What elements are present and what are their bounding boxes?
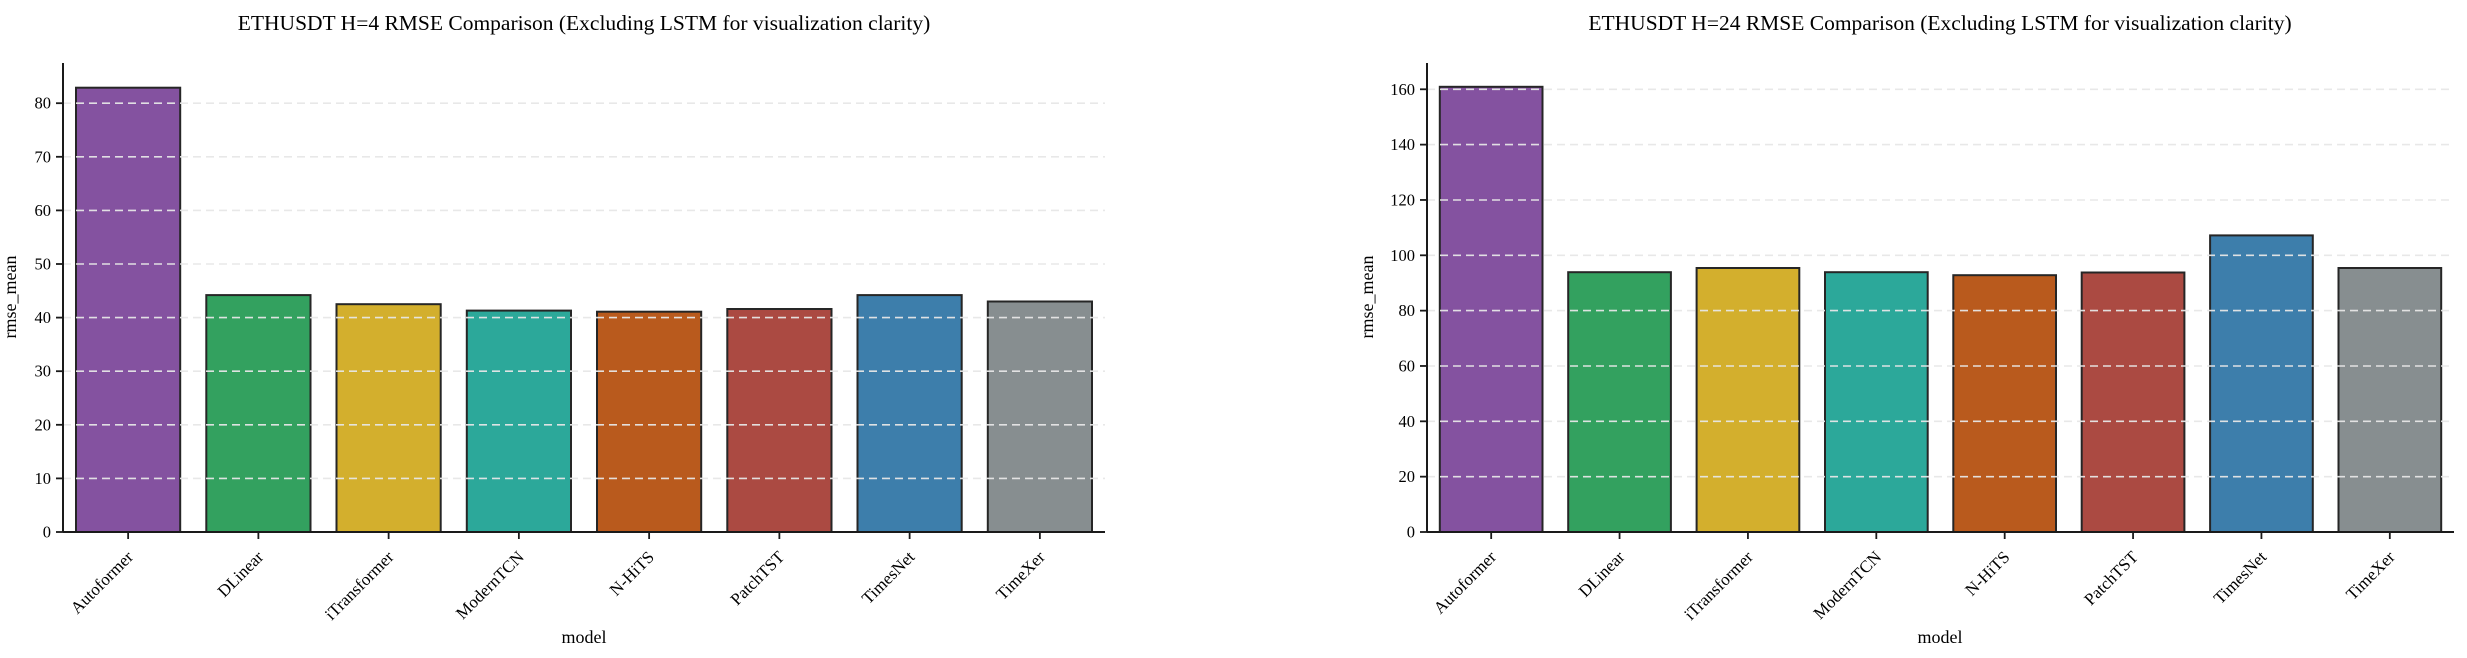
x-tick-label: N-HiTS xyxy=(1961,547,2013,599)
x-tick-label: ModernTCN xyxy=(452,547,528,623)
h24-y-axis-label: rmse_mean xyxy=(1357,256,1377,339)
y-tick-label: 10 xyxy=(35,469,52,488)
y-tick-label: 70 xyxy=(35,147,52,166)
bar-autoformer xyxy=(75,86,182,533)
x-tick-label: PatchTST xyxy=(2080,547,2142,609)
x-tick-label: TimesNet xyxy=(2210,547,2271,608)
x-tick-label: iTransformer xyxy=(321,547,398,624)
bar-autoformer xyxy=(1438,85,1544,534)
x-tick-label: Autoformer xyxy=(1430,547,1500,617)
bar-timesnet xyxy=(856,294,963,533)
x-tick-label: iTransformer xyxy=(1680,547,1757,624)
y-tick-label: 30 xyxy=(35,362,52,381)
y-tick-label: 40 xyxy=(1399,412,1416,431)
y-tick-label: 50 xyxy=(35,255,52,274)
h24-x-axis-label: model xyxy=(1918,627,1963,647)
y-tick-label: 140 xyxy=(1390,135,1415,154)
bar-patchtst xyxy=(2080,271,2186,533)
bar-n-hits xyxy=(1952,274,2057,533)
x-tick-label: TimeXer xyxy=(992,547,1049,604)
y-tick-label: 120 xyxy=(1390,190,1415,209)
x-tick-label: N-HiTS xyxy=(606,547,658,599)
bar-moderntcn xyxy=(1824,271,1929,533)
bar-n-hits xyxy=(596,310,703,534)
bar-itransformer xyxy=(335,303,442,534)
x-tick-label: PatchTST xyxy=(727,547,789,609)
y-tick-label: 100 xyxy=(1390,246,1415,265)
h4-chart-title: ETHUSDT H=4 RMSE Comparison (Excluding L… xyxy=(238,11,930,35)
bar-timesnet xyxy=(2209,234,2314,533)
x-tick-label: Autoformer xyxy=(67,547,137,617)
y-tick-label: 0 xyxy=(43,523,51,542)
h24-rmse-chart: 0 20 40 60 80 100 120 140 160 Autoformer DLinear iT… xyxy=(1357,11,2454,647)
y-tick-label: 60 xyxy=(1399,356,1416,375)
y-tick-label: 0 xyxy=(1407,523,1415,542)
y-tick-label: 80 xyxy=(1399,301,1416,320)
x-tick-label: TimesNet xyxy=(858,547,919,608)
bar-itransformer xyxy=(1695,267,1801,533)
bar-patchtst xyxy=(726,308,833,533)
bar-dlinear xyxy=(1567,271,1672,533)
bar-moderntcn xyxy=(465,309,572,533)
y-tick-label: 20 xyxy=(1399,467,1416,486)
h4-y-axis-label: rmse_mean xyxy=(0,256,20,339)
y-tick-label: 80 xyxy=(35,94,52,113)
bar-dlinear xyxy=(205,294,312,533)
h24-plot-area: 0 20 40 60 80 100 120 140 160 Autoformer DLinear iT… xyxy=(1390,63,2454,624)
y-tick-label: 20 xyxy=(35,415,52,434)
h24-chart-title: ETHUSDT H=24 RMSE Comparison (Excluding … xyxy=(1588,11,2291,35)
x-tick-label: ModernTCN xyxy=(1810,547,1886,623)
y-tick-label: 60 xyxy=(35,201,52,220)
bar-timexer xyxy=(2337,267,2443,533)
y-tick-label: 160 xyxy=(1390,80,1415,99)
h4-plot-area: 0 10 20 30 40 50 60 70 80 Autoformer DLinear iTrans… xyxy=(35,63,1105,624)
x-tick-label: TimeXer xyxy=(2342,547,2399,604)
h4-rmse-chart: 0 10 20 30 40 50 60 70 80 Autoformer DLinear iTrans… xyxy=(0,11,1105,647)
h4-x-axis-label: model xyxy=(562,627,607,647)
bar-timexer xyxy=(986,300,1093,533)
y-tick-label: 40 xyxy=(35,308,52,327)
x-tick-label: DLinear xyxy=(214,547,268,601)
x-tick-label: DLinear xyxy=(1575,547,1629,601)
